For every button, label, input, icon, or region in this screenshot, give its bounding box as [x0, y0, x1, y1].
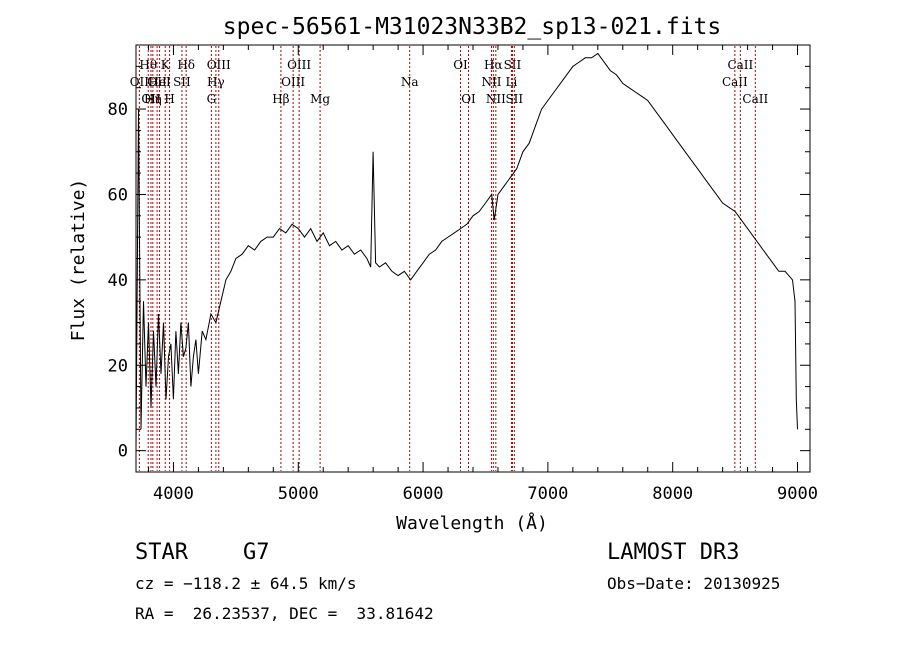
line-label-17: Na [401, 75, 419, 89]
sky-coordinates: RA = 26.23537, DEC = 33.81642 [135, 604, 434, 623]
line-label-23: Li [506, 75, 518, 89]
y-tick-label-20: 20 [108, 356, 128, 376]
line-label-20: NII [481, 75, 501, 89]
y-tick-label-60: 60 [108, 185, 128, 205]
line-label-25: SII [505, 92, 523, 106]
line-label-10: G [207, 92, 217, 106]
line-label-21: Hα [484, 58, 503, 72]
line-label-12: OIII [207, 58, 231, 72]
line-label-14: OIII [281, 75, 305, 89]
x-tick-label-9000: 9000 [777, 484, 818, 504]
redshift-velocity: cz = −118.2 ± 64.5 km/s [135, 574, 357, 593]
object-class: STAR [135, 540, 188, 565]
chart-title: spec-56561-M31023N33B2_sp13-021.fits [223, 14, 722, 40]
x-tick-label-4000: 4000 [153, 484, 194, 504]
y-tick-label-0: 0 [118, 442, 128, 462]
line-label-5: HeI [148, 75, 171, 89]
line-label-15: OIII [287, 58, 311, 72]
x-tick-label-6000: 6000 [403, 484, 444, 504]
plot-frame [135, 44, 811, 473]
x-tick-label-8000: 8000 [652, 484, 693, 504]
line-label-1: Hθ [139, 58, 157, 72]
line-label-4: OII [147, 75, 167, 89]
line-label-13: Hβ [272, 92, 289, 106]
line-label-2: OII [141, 92, 161, 106]
spectrum-line [135, 52, 798, 451]
y-axis-label: Flux (relative) [68, 179, 89, 342]
line-label-24: SII [504, 58, 522, 72]
line-label-3: Hη [144, 92, 162, 106]
x-axis-label: Wavelength (Å) [396, 512, 548, 534]
line-label-11: Hγ [207, 75, 225, 89]
line-label-27: CaII [727, 58, 753, 72]
x-tick-label-7000: 7000 [527, 484, 568, 504]
line-label-19: OI [461, 92, 476, 106]
x-tick-label-5000: 5000 [278, 484, 319, 504]
y-tick-label-80: 80 [108, 100, 128, 120]
survey-name: LAMOST DR3 [607, 540, 740, 565]
line-label-7: H [164, 92, 174, 106]
line-label-0: OII [130, 75, 150, 89]
line-label-18: OI [453, 58, 468, 72]
line-label-9: Hδ [177, 58, 195, 72]
line-label-8: SII [173, 75, 191, 89]
observation-date: Obs−Date: 20130925 [607, 574, 781, 593]
line-label-16: Mg [310, 92, 330, 106]
object-subclass: G7 [243, 540, 270, 565]
line-label-26: CaII [722, 75, 748, 89]
line-label-6: K [161, 58, 171, 72]
line-label-28: CaII [742, 92, 768, 106]
line-label-22: NII [486, 92, 506, 106]
y-tick-label-40: 40 [108, 271, 128, 291]
